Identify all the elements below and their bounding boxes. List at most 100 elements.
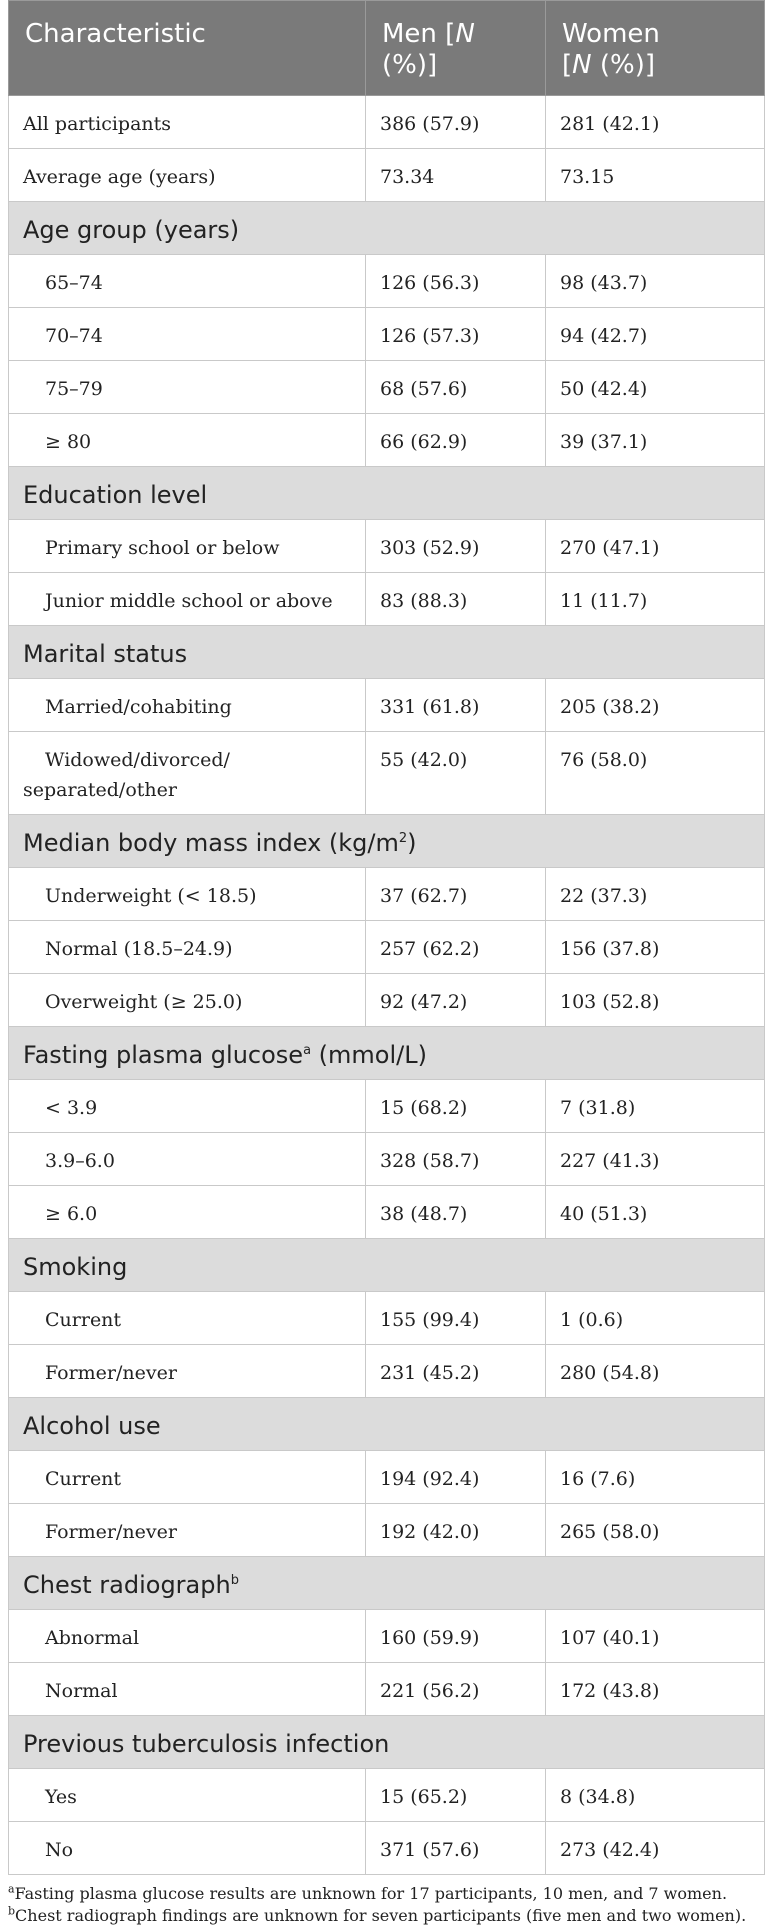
row-label: Widowed/divorced/ separated/other <box>8 731 366 815</box>
section-title: Marital status <box>8 625 765 679</box>
footnote-b-text: Chest radiograph findings are unknown fo… <box>15 1906 747 1925</box>
cell-men: 92 (47.2) <box>365 973 546 1027</box>
cell-women: 7 (31.8) <box>545 1079 765 1133</box>
table-row: Normal (18.5–24.9) 257 (62.2) 156 (37.8) <box>8 920 765 974</box>
section-title-text: Marital status <box>23 640 188 668</box>
cell-women: 8 (34.8) <box>545 1768 765 1822</box>
table-row: Former/never 231 (45.2) 280 (54.8) <box>8 1344 765 1398</box>
row-label: All participants <box>8 95 366 149</box>
row-label: < 3.9 <box>8 1079 366 1133</box>
cell-men: 83 (88.3) <box>365 572 546 626</box>
cell-men: 68 (57.6) <box>365 360 546 414</box>
row-label: 3.9–6.0 <box>8 1132 366 1186</box>
cell-men: 15 (68.2) <box>365 1079 546 1133</box>
table-row: 65–74 126 (56.3) 98 (43.7) <box>8 254 765 308</box>
cell-women: 16 (7.6) <box>545 1450 765 1504</box>
cell-women: 11 (11.7) <box>545 572 765 626</box>
header-women-prefix: [ <box>562 50 573 80</box>
section-title-text: Age group (years) <box>23 216 240 244</box>
table-row: 70–74 126 (57.3) 94 (42.7) <box>8 307 765 361</box>
section-title-text: Fasting plasma glucose <box>23 1041 304 1069</box>
table-container: Characteristic Men [N (%)] Women [N (%)] … <box>8 0 765 1927</box>
header-women-suffix: (%)] <box>591 50 656 80</box>
cell-men: 155 (99.4) <box>365 1291 546 1345</box>
cell-women: 107 (40.1) <box>545 1609 765 1663</box>
cell-men: 73.34 <box>365 148 546 202</box>
cell-women: 98 (43.7) <box>545 254 765 308</box>
cell-men: 257 (62.2) <box>365 920 546 974</box>
section-header-row: Previous tuberculosis infection <box>8 1715 765 1769</box>
section-title-text: Education level <box>23 481 208 509</box>
cell-men: 331 (61.8) <box>365 678 546 732</box>
cell-men: 192 (42.0) <box>365 1503 546 1557</box>
header-women: Women [N (%)] <box>545 0 765 96</box>
section-title: Median body mass index (kg/m2) <box>8 814 765 868</box>
cell-women: 76 (58.0) <box>545 731 765 815</box>
header-women-n: N <box>572 50 592 80</box>
section-title-sup: 2 <box>398 831 408 846</box>
table-row: ≥ 80 66 (62.9) 39 (37.1) <box>8 413 765 467</box>
table-row: All participants 386 (57.9) 281 (42.1) <box>8 95 765 149</box>
table-row: < 3.9 15 (68.2) 7 (31.8) <box>8 1079 765 1133</box>
table-body: All participants 386 (57.9) 281 (42.1) Aver… <box>8 95 765 1875</box>
characteristics-table: Characteristic Men [N (%)] Women [N (%)] … <box>8 0 765 1875</box>
cell-men: 38 (48.7) <box>365 1185 546 1239</box>
table-row: Yes 15 (65.2) 8 (34.8) <box>8 1768 765 1822</box>
row-label: Primary school or below <box>8 519 366 573</box>
table-row: Abnormal 160 (59.9) 107 (40.1) <box>8 1609 765 1663</box>
section-title-sup: b <box>230 1573 239 1588</box>
cell-women: 94 (42.7) <box>545 307 765 361</box>
cell-women: 103 (52.8) <box>545 973 765 1027</box>
section-title-text: Smoking <box>23 1253 128 1281</box>
section-title: Fasting plasma glucosea (mmol/L) <box>8 1026 765 1080</box>
footnote-a: aFasting plasma glucose results are unkn… <box>8 1883 764 1905</box>
table-row: Current 194 (92.4) 16 (7.6) <box>8 1450 765 1504</box>
cell-women: 280 (54.8) <box>545 1344 765 1398</box>
section-header-row: Age group (years) <box>8 201 765 255</box>
section-header-row: Education level <box>8 466 765 520</box>
table-header-row: Characteristic Men [N (%)] Women [N (%)] <box>8 0 765 96</box>
section-header-row: Marital status <box>8 625 765 679</box>
table-row: ≥ 6.0 38 (48.7) 40 (51.3) <box>8 1185 765 1239</box>
header-women-line1: Women <box>562 19 660 49</box>
cell-men: 66 (62.9) <box>365 413 546 467</box>
cell-women: 205 (38.2) <box>545 678 765 732</box>
header-men-prefix: Men [ <box>382 19 456 49</box>
cell-men: 126 (57.3) <box>365 307 546 361</box>
table-row: Current 155 (99.4) 1 (0.6) <box>8 1291 765 1345</box>
row-label: Current <box>8 1291 366 1345</box>
footnote-b: bChest radiograph findings are unknown f… <box>8 1905 764 1927</box>
footnote-a-text: Fasting plasma glucose results are unkno… <box>14 1884 728 1903</box>
row-label: 70–74 <box>8 307 366 361</box>
section-title-text: Alcohol use <box>23 1412 161 1440</box>
cell-men: 126 (56.3) <box>365 254 546 308</box>
cell-men: 55 (42.0) <box>365 731 546 815</box>
cell-women: 39 (37.1) <box>545 413 765 467</box>
cell-men: 194 (92.4) <box>365 1450 546 1504</box>
cell-women: 227 (41.3) <box>545 1132 765 1186</box>
section-title-text: Median body mass index (kg/m <box>23 829 399 857</box>
table-row: Average age (years) 73.34 73.15 <box>8 148 765 202</box>
section-header-row: Chest radiographb <box>8 1556 765 1610</box>
row-label: No <box>8 1821 366 1875</box>
footnote-b-mark: b <box>8 1904 16 1918</box>
table-row: 3.9–6.0 328 (58.7) 227 (41.3) <box>8 1132 765 1186</box>
section-title-after: ) <box>407 829 417 857</box>
cell-women: 281 (42.1) <box>545 95 765 149</box>
row-label: Normal <box>8 1662 366 1716</box>
section-title: Chest radiographb <box>8 1556 765 1610</box>
footnotes: aFasting plasma glucose results are unkn… <box>8 1883 764 1927</box>
table-row: Former/never 192 (42.0) 265 (58.0) <box>8 1503 765 1557</box>
table-row: 75–79 68 (57.6) 50 (42.4) <box>8 360 765 414</box>
cell-women: 1 (0.6) <box>545 1291 765 1345</box>
cell-women: 273 (42.4) <box>545 1821 765 1875</box>
cell-women: 172 (43.8) <box>545 1662 765 1716</box>
cell-women: 265 (58.0) <box>545 1503 765 1557</box>
cell-men: 231 (45.2) <box>365 1344 546 1398</box>
cell-women: 73.15 <box>545 148 765 202</box>
cell-men: 221 (56.2) <box>365 1662 546 1716</box>
row-label: ≥ 6.0 <box>8 1185 366 1239</box>
section-header-row: Median body mass index (kg/m2) <box>8 814 765 868</box>
table-row: Normal 221 (56.2) 172 (43.8) <box>8 1662 765 1716</box>
row-label: Former/never <box>8 1344 366 1398</box>
